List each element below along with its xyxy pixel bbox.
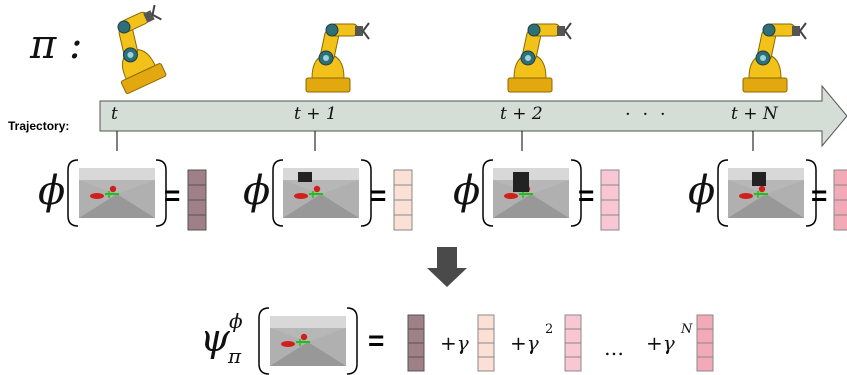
policy-symbol: π :: [30, 22, 83, 68]
trajectory-label: Trajectory:: [8, 119, 70, 133]
plus-gamma: +γ: [440, 331, 469, 355]
equals-1: =: [164, 180, 181, 211]
sum-vector-1: [477, 314, 495, 372]
sum-ellipsis: …: [604, 336, 624, 360]
psi-symbol: ψ: [200, 316, 230, 360]
phi-symbol-4: ϕ: [688, 168, 716, 214]
phi-symbol-1: ϕ: [38, 168, 66, 214]
equals-sum: =: [368, 325, 385, 356]
timestep-t-plus-2: t + 2: [500, 104, 543, 124]
observation-image-sum: [269, 315, 347, 367]
down-arrow-icon: [427, 247, 467, 287]
timestep-t: t: [111, 104, 118, 124]
sum-vector-2: [564, 314, 582, 372]
equals-2: =: [370, 180, 387, 211]
plus-gamma-n: +γ: [646, 331, 675, 355]
timestep-ellipsis: · · ·: [625, 104, 669, 125]
timestep-t-plus-n: t + N: [731, 104, 778, 124]
feature-vector-t-plus-n: [833, 169, 847, 231]
sum-vector-0: [407, 314, 425, 372]
feature-vector-t-plus-1: [393, 169, 413, 231]
psi-superscript: ϕ: [229, 309, 243, 333]
psi-subscript: π: [228, 344, 242, 368]
observation-image-t: [78, 167, 156, 219]
gamma-exp-n: N: [681, 322, 693, 337]
observation-image-t-plus-1: [282, 167, 360, 219]
sum-vector-n: [696, 314, 714, 372]
phi-symbol-3: ϕ: [453, 168, 481, 214]
timestep-t-plus-1: t + 1: [294, 104, 337, 124]
psi-base: ψ: [200, 316, 230, 360]
equals-3: =: [578, 180, 595, 211]
gamma-exp-2: 2: [545, 322, 554, 337]
feature-vector-t: [187, 169, 207, 231]
observation-image-t-plus-2: [492, 167, 570, 219]
trajectory-arrow-shape: [99, 84, 847, 148]
equals-4: =: [811, 180, 828, 211]
plus-gamma-2: +γ: [510, 331, 539, 355]
phi-symbol-2: ϕ: [243, 168, 271, 214]
feature-vector-t-plus-2: [600, 169, 620, 231]
